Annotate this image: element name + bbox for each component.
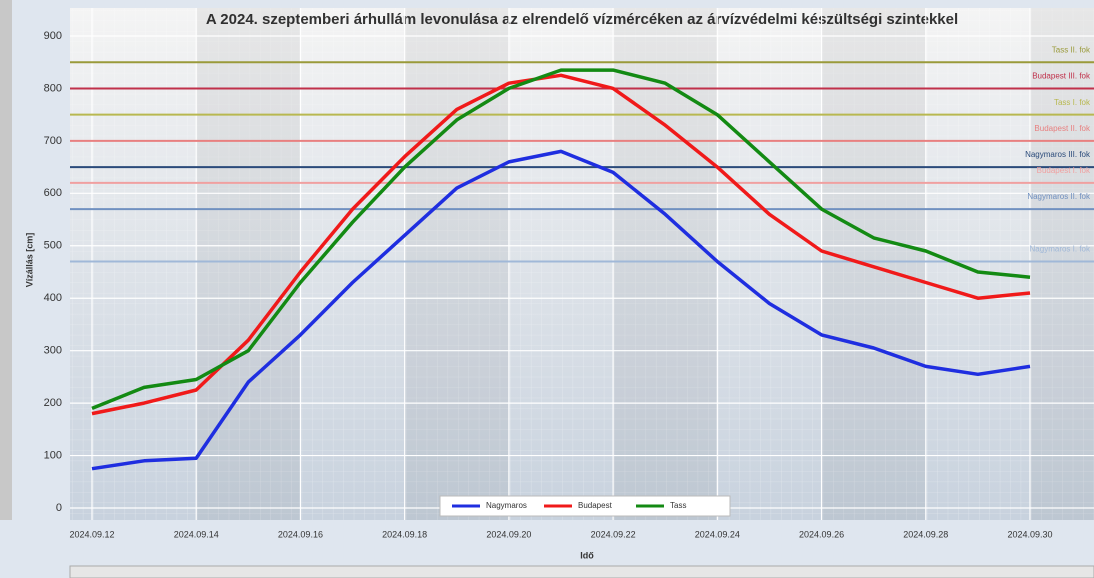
y-tick-label: 200 xyxy=(44,397,62,409)
y-tick-label: 0 xyxy=(56,502,62,514)
y-tick-label: 600 xyxy=(44,187,62,199)
y-tick-label: 900 xyxy=(44,30,62,42)
side-bar xyxy=(0,0,12,520)
series-line xyxy=(91,149,1031,471)
band xyxy=(821,8,926,520)
x-tick-label: 2024.09.20 xyxy=(486,529,531,539)
x-tick-label: 2024.09.28 xyxy=(903,529,948,539)
threshold-label: Nagymaros III. fok xyxy=(1025,150,1091,159)
threshold-label: Tass I. fok xyxy=(1054,98,1091,107)
x-tick-label: 2024.09.30 xyxy=(1007,529,1052,539)
legend-label: Nagymaros xyxy=(486,501,527,510)
y-tick-label: 400 xyxy=(44,292,62,304)
band xyxy=(404,8,509,520)
threshold-label: Nagymaros I. fok xyxy=(1030,245,1091,254)
x-tick-label: 2024.09.24 xyxy=(695,529,740,539)
x-tick-label: 2024.09.18 xyxy=(382,529,427,539)
y-tick-label: 100 xyxy=(44,449,62,461)
band xyxy=(196,8,301,520)
x-tick-label: 2024.09.26 xyxy=(799,529,844,539)
x-tick-label: 2024.09.22 xyxy=(591,529,636,539)
y-tick-label: 800 xyxy=(44,82,62,94)
y-axis-label: Vízállás [cm] xyxy=(24,233,34,288)
minor-grid xyxy=(70,8,1094,520)
band xyxy=(1030,8,1094,520)
threshold-label: Tass II. fok xyxy=(1052,45,1091,54)
series-line xyxy=(91,73,1031,416)
y-tick-label: 500 xyxy=(44,240,62,252)
x-tick-label: 2024.09.16 xyxy=(278,529,323,539)
threshold-label: Budapest III. fok xyxy=(1032,72,1091,81)
threshold-label: Budapest I. fok xyxy=(1037,166,1091,175)
scrollbar[interactable] xyxy=(69,565,1094,578)
y-tick-label: 300 xyxy=(44,345,62,357)
threshold-label: Nagymaros II. fok xyxy=(1027,192,1091,201)
legend-label: Tass xyxy=(670,501,686,510)
series-line xyxy=(91,68,1031,411)
y-tick-label: 700 xyxy=(44,135,62,147)
chart-title: A 2024. szeptemberi árhullám levonulása … xyxy=(206,11,958,28)
x-axis-label: Idő xyxy=(580,550,594,560)
band xyxy=(613,8,718,520)
x-tick-label: 2024.09.12 xyxy=(69,529,114,539)
threshold-label: Budapest II. fok xyxy=(1034,124,1091,133)
x-tick-label: 2024.09.14 xyxy=(174,529,219,539)
legend-label: Budapest xyxy=(578,501,613,510)
legend xyxy=(439,495,731,517)
